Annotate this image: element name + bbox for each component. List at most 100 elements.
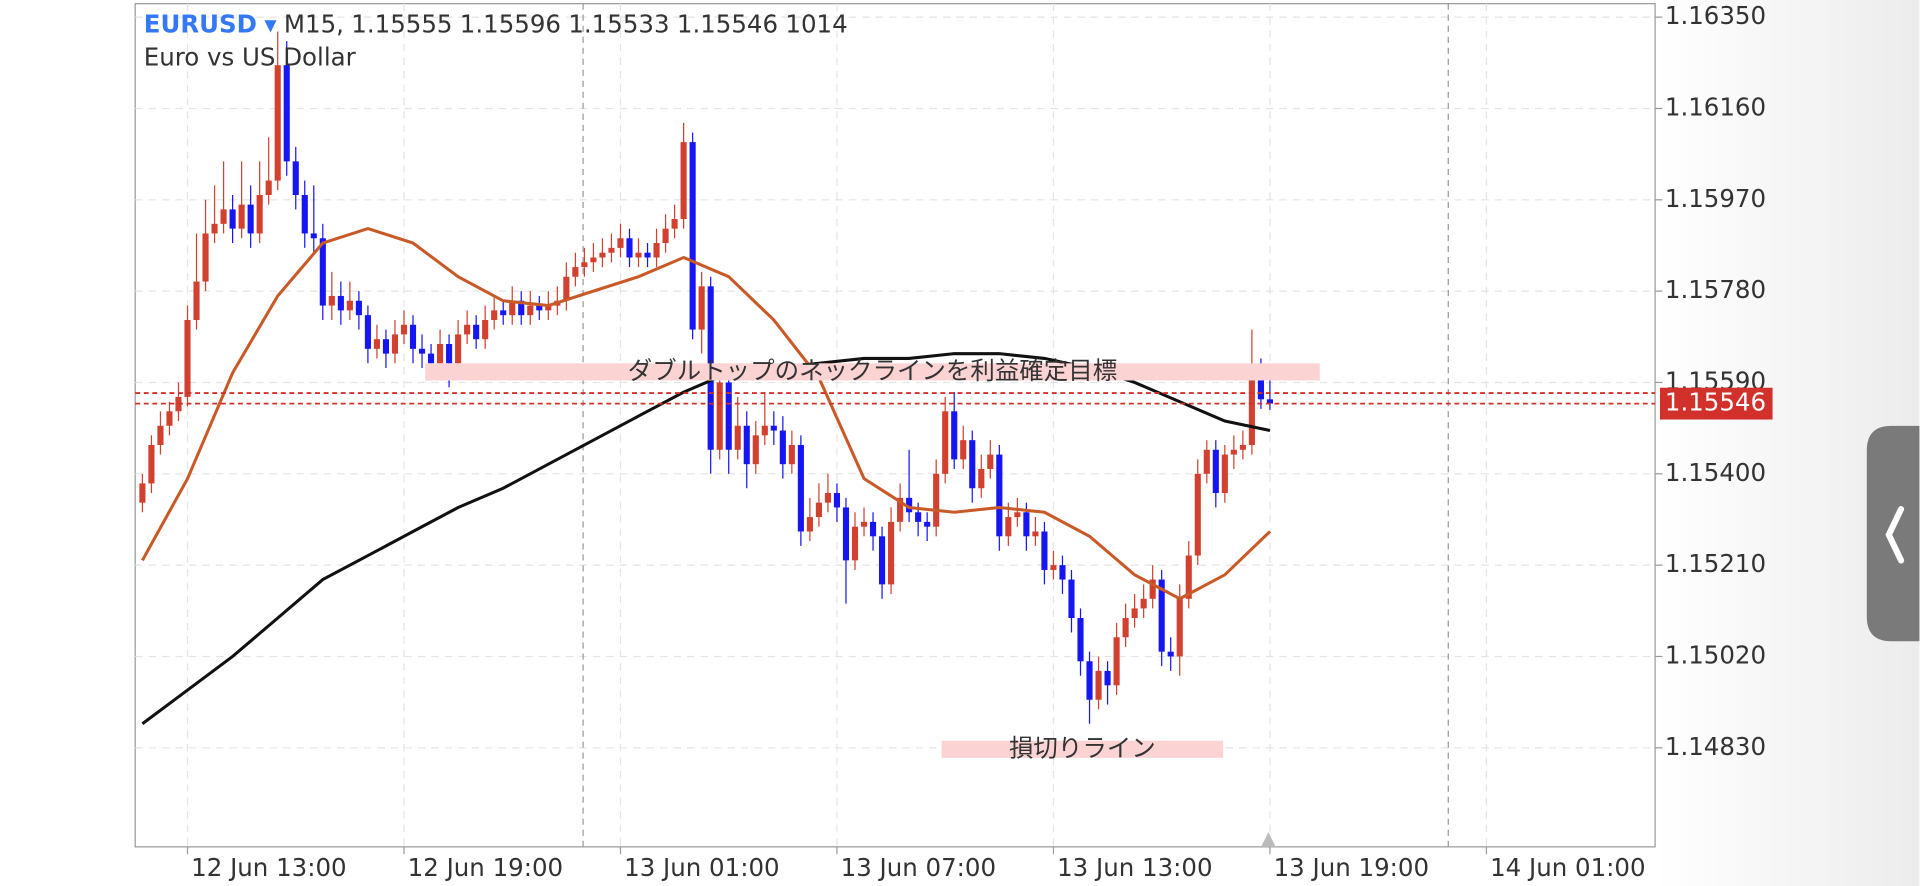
candle-body	[1221, 454, 1228, 494]
x-tick-label: 12 Jun 13:00	[191, 853, 346, 882]
candle-body	[1005, 517, 1012, 537]
candle-body	[617, 238, 624, 248]
candle-body	[608, 247, 615, 253]
candle-body	[996, 454, 1003, 537]
candle-body	[924, 521, 931, 527]
candle-body	[1230, 449, 1237, 455]
low: 1.15533	[568, 10, 669, 39]
candle-body	[743, 425, 750, 465]
candle-body	[518, 300, 525, 316]
candle-body	[400, 324, 408, 335]
y-tick-label: 1.15400	[1665, 458, 1766, 487]
side-panel-tab[interactable]	[1866, 425, 1920, 642]
candle-body	[653, 243, 660, 258]
x-tick-label: 13 Jun 01:00	[624, 853, 779, 882]
candle-body	[978, 469, 985, 489]
candle-body	[1077, 618, 1084, 662]
timeframe: M15,	[284, 10, 344, 39]
candle-body	[265, 180, 272, 195]
x-tick-label: 14 Jun 01:00	[1490, 853, 1645, 882]
candle-body	[346, 300, 353, 311]
candle-body	[509, 300, 516, 316]
candle-body	[806, 517, 813, 532]
candle-body	[987, 454, 994, 470]
candle-body	[626, 238, 633, 258]
candle-body	[1248, 368, 1255, 445]
symbol: EURUSD	[144, 10, 257, 39]
candle-body	[635, 252, 642, 258]
candle-body	[860, 521, 868, 527]
candle-body	[906, 497, 913, 513]
candle-body	[1257, 368, 1264, 400]
candle-body	[491, 310, 498, 320]
candle-body	[869, 521, 877, 537]
candle-body	[1140, 598, 1147, 609]
candle-body	[1068, 579, 1075, 619]
candle-body	[933, 473, 940, 527]
annotation-band	[941, 740, 1224, 758]
candle-body	[364, 315, 371, 349]
candle-body	[1239, 444, 1246, 450]
candle-body	[184, 319, 191, 397]
candle-body	[671, 219, 678, 229]
candle-body	[951, 411, 958, 460]
candle-body	[536, 305, 543, 311]
candle-body	[1032, 531, 1039, 537]
candle-body	[373, 339, 380, 349]
annotation-text: 損切りライン	[1009, 733, 1156, 762]
y-tick-label: 1.16160	[1665, 92, 1766, 121]
x-tick-label: 13 Jun 19:00	[1274, 853, 1429, 882]
candle-body	[301, 194, 308, 234]
candle-body	[274, 65, 281, 181]
candle-body	[1122, 618, 1129, 638]
candle-body	[644, 252, 651, 258]
candle-body	[1014, 512, 1021, 518]
open: 1.15555	[351, 10, 452, 39]
candle-body	[1023, 512, 1030, 537]
shift-marker	[1261, 832, 1276, 847]
candle-body	[283, 65, 290, 162]
candle-body	[247, 204, 254, 234]
candle-body	[1194, 473, 1201, 556]
candle-body	[157, 425, 164, 445]
candle-body	[455, 334, 462, 364]
chevron-icon	[1885, 506, 1905, 564]
candle-body	[788, 444, 795, 465]
candle-body	[833, 493, 841, 508]
x-tick-label: 13 Jun 13:00	[1057, 853, 1212, 882]
plot-frame	[134, 3, 1656, 848]
y-tick-label: 1.15210	[1665, 549, 1766, 578]
candle-body	[139, 483, 146, 503]
candle-body	[256, 194, 263, 234]
y-tick-label: 1.15970	[1665, 184, 1766, 213]
dropdown-icon[interactable]: ▼	[264, 15, 277, 34]
candle-body	[355, 300, 362, 316]
candle-body	[581, 262, 588, 268]
candle-body	[437, 344, 444, 364]
candle-body	[752, 435, 759, 465]
axes: 1.163501.161601.159701.157801.155901.154…	[186, 1, 1773, 882]
y-tick-label: 1.15020	[1665, 640, 1766, 669]
candle-body	[545, 305, 552, 311]
candle-body	[1203, 449, 1210, 474]
candle-body	[1104, 670, 1111, 686]
candle-body	[698, 286, 705, 330]
candle-body	[238, 204, 245, 229]
candle-body	[409, 324, 417, 349]
candle-body	[292, 161, 299, 195]
candle-body	[734, 425, 741, 450]
candle-body	[1149, 579, 1156, 599]
candle-body	[1113, 637, 1120, 686]
candle-body	[1086, 661, 1093, 700]
candle-body	[572, 267, 579, 277]
candle-body	[391, 334, 399, 354]
candle-body	[680, 142, 687, 220]
candle-body	[599, 252, 606, 258]
candle-body	[1266, 399, 1273, 404]
y-tick-label: 1.15780	[1665, 275, 1766, 304]
candle-body	[482, 319, 489, 340]
candle-body	[770, 425, 777, 431]
